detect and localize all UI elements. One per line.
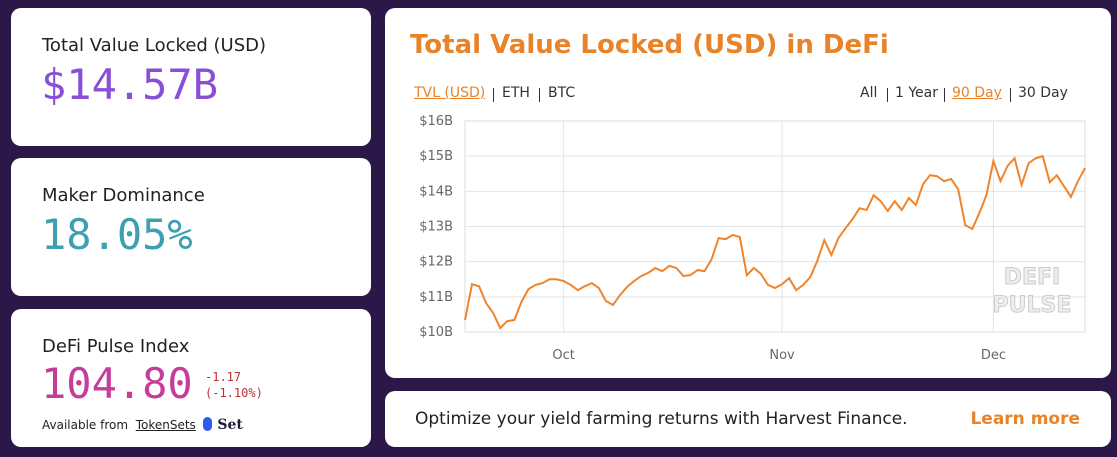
tvl-card: Total Value Locked (USD) $14.57B xyxy=(11,8,371,146)
tab[interactable]: All xyxy=(860,85,878,101)
banner: Optimize your yield farming returns with… xyxy=(385,391,1111,447)
tab[interactable]: TVL (USD) xyxy=(414,85,486,101)
banner-link[interactable]: Learn more xyxy=(970,409,1080,429)
maker-card: Maker Dominance 18.05% xyxy=(11,158,371,296)
y-tick-label: $12B xyxy=(419,255,453,270)
banner-text: Optimize your yield farming returns with… xyxy=(415,409,908,429)
tab[interactable]: 30 Day xyxy=(1018,85,1068,101)
set-logo: Set xyxy=(203,417,243,433)
card-value: 104.80 xyxy=(41,359,193,408)
change-pct: (-1.10%) xyxy=(205,386,263,400)
x-tick-label: Nov xyxy=(769,348,795,363)
tab[interactable]: ETH xyxy=(502,85,530,101)
tab[interactable]: 90 Day xyxy=(952,85,1002,101)
watermark: DEFI xyxy=(1004,265,1061,290)
card-value: $14.57B xyxy=(41,60,219,109)
card-label: Total Value Locked (USD) xyxy=(42,35,267,56)
available: Available from TokenSets Set xyxy=(42,417,243,433)
y-tick-label: $14B xyxy=(419,184,453,199)
tab[interactable]: BTC xyxy=(548,85,576,101)
index-card: DeFi Pulse Index 104.80 -1.17 (-1.10%) Av… xyxy=(11,309,371,447)
x-tick-label: Dec xyxy=(981,348,1006,363)
set-logo-text: Set xyxy=(217,417,243,433)
line xyxy=(464,154,1086,330)
y-tick-label: $13B xyxy=(419,220,453,235)
watermark: PULSE xyxy=(993,293,1072,318)
tokensets-link[interactable]: TokenSets xyxy=(135,418,196,432)
y-tick-label: $11B xyxy=(419,290,453,305)
index-change: -1.17 (-1.10%) xyxy=(205,369,263,401)
card-label: DeFi Pulse Index xyxy=(42,336,190,357)
card-label: Maker Dominance xyxy=(42,185,205,206)
plot-frame xyxy=(464,120,1086,333)
chart: DEFI PULSE $10B $11B $12B $13B $14B $15B $16B O… xyxy=(419,114,1086,363)
y-tick-label: $16B xyxy=(419,114,453,129)
y-tick-label: $15B xyxy=(419,149,453,164)
available-text: Available from xyxy=(42,418,129,432)
card-value: 18.05% xyxy=(41,210,193,259)
chart-card: Total Value Locked (USD) in DeFi TVL (US… xyxy=(385,8,1111,378)
y-tick-label: $10B xyxy=(419,325,453,340)
chart-title: Total Value Locked (USD) in DeFi xyxy=(410,30,889,60)
x-tick-label: Oct xyxy=(552,348,574,363)
change: -1.17 xyxy=(205,370,242,384)
tab[interactable]: 1 Year xyxy=(895,85,938,101)
